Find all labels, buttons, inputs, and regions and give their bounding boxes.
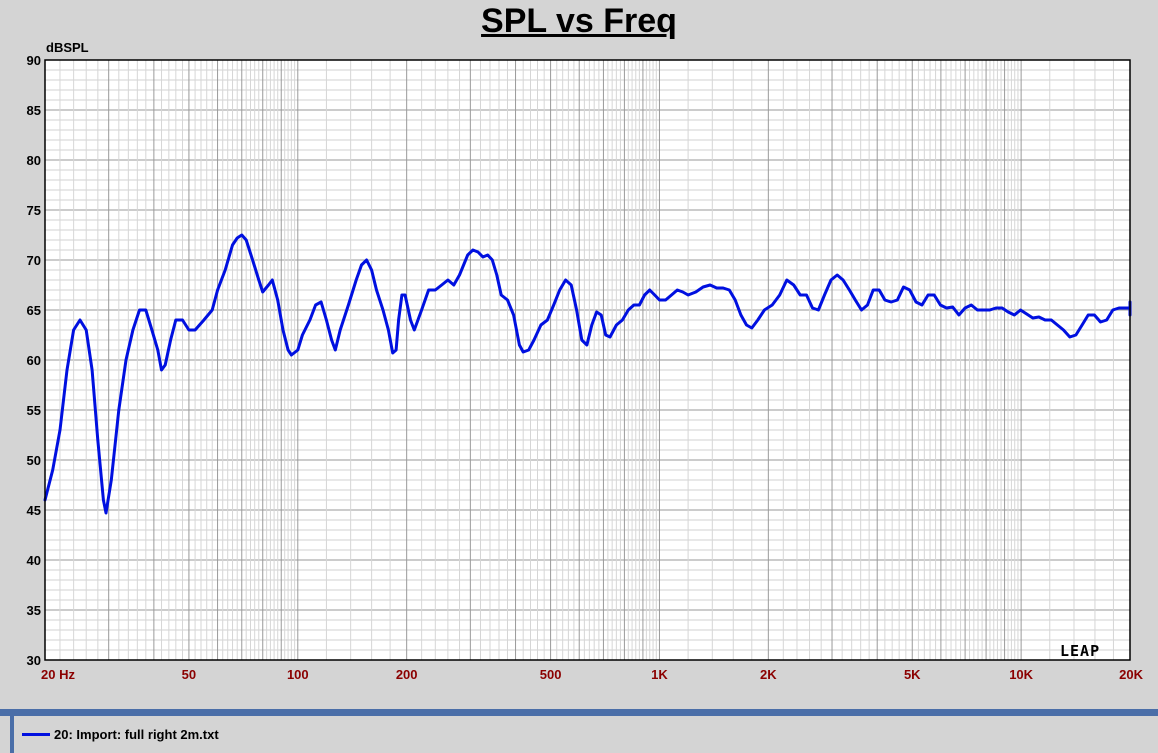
y-axis-label: dBSPL (46, 40, 89, 55)
y-tick-label: 30 (27, 653, 41, 668)
y-tick-label: 45 (27, 503, 41, 518)
legend-edge (10, 716, 14, 753)
x-tick-label: 500 (540, 667, 562, 682)
x-tick-label: 50 (182, 667, 196, 682)
legend-swatch (22, 733, 50, 736)
y-tick-labels: 90 85 80 75 70 65 60 55 50 45 40 35 30 (27, 53, 41, 668)
x-tick-label: 200 (396, 667, 418, 682)
x-tick-label: 20K (1119, 667, 1143, 682)
y-tick-label: 70 (27, 253, 41, 268)
y-tick-label: 75 (27, 203, 41, 218)
y-tick-label: 60 (27, 353, 41, 368)
legend: 20: Import: full right 2m.txt (22, 727, 219, 742)
y-tick-label: 50 (27, 453, 41, 468)
grid-lines (45, 60, 1130, 660)
x-tick-label: 2K (760, 667, 777, 682)
plot-border (44, 59, 1131, 661)
legend-divider (0, 709, 1158, 716)
y-tick-label: 85 (27, 103, 41, 118)
y-tick-label: 55 (27, 403, 41, 418)
x-tick-label: 1K (651, 667, 668, 682)
x-tick-label: 100 (287, 667, 309, 682)
y-tick-label: 80 (27, 153, 41, 168)
chart-title: SPL vs Freq (481, 2, 677, 40)
legend-label: 20: Import: full right 2m.txt (54, 727, 219, 742)
x-tick-labels: 20 Hz 50 100 200 500 1K 2K 5K 10K 20K (41, 667, 1144, 682)
x-tick-label: 10K (1009, 667, 1033, 682)
series-group (43, 233, 1132, 515)
x-tick-label: 5K (904, 667, 921, 682)
leap-logo: LEAP (1060, 642, 1101, 660)
x-tick-label: 20 Hz (41, 667, 75, 682)
y-tick-label: 65 (27, 303, 41, 318)
series-line (43, 233, 1132, 515)
y-tick-label: 35 (27, 603, 41, 618)
y-tick-label: 40 (27, 553, 41, 568)
y-tick-label: 90 (27, 53, 41, 68)
